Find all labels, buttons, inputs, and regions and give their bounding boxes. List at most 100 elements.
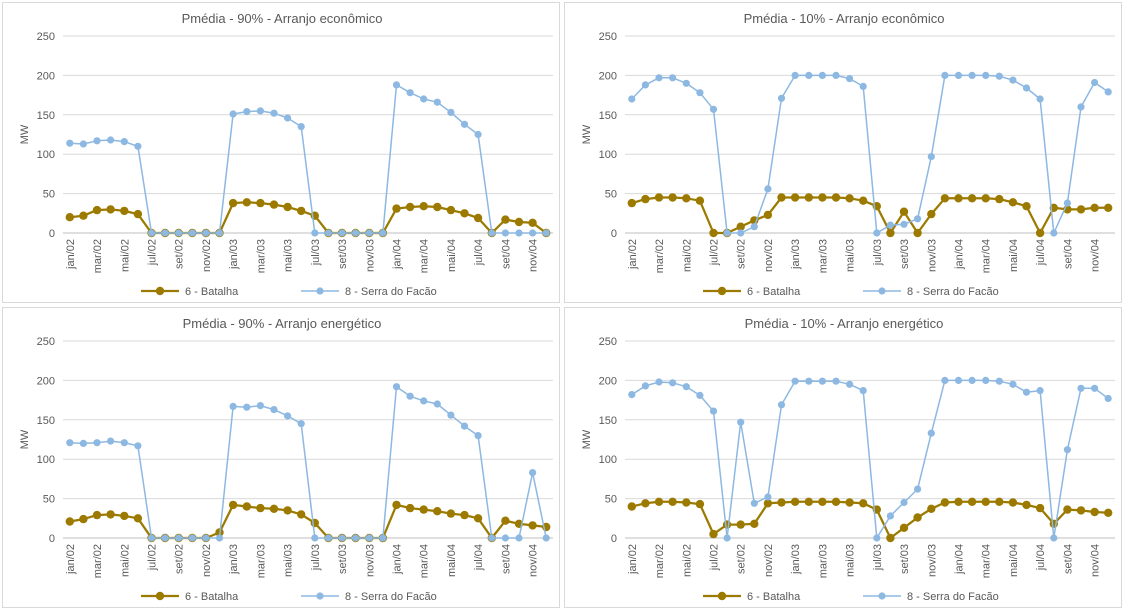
data-point xyxy=(628,95,635,102)
data-point xyxy=(846,75,853,82)
data-point xyxy=(818,193,826,201)
data-point xyxy=(298,420,305,427)
x-tick-label: set/02 xyxy=(736,544,748,574)
data-point xyxy=(642,382,649,389)
chart-svg: Pmédia - 90% - Arranjo energético0501001… xyxy=(3,308,561,609)
data-point xyxy=(93,439,100,446)
data-point xyxy=(134,143,141,150)
data-point xyxy=(93,206,101,214)
data-point xyxy=(927,210,935,218)
data-point xyxy=(996,378,1003,385)
legend-marker xyxy=(156,287,164,295)
chart-panel-economico-90: Pmédia - 90% - Arranjo econômico 0 50 100 15… xyxy=(2,2,560,303)
data-point xyxy=(737,520,745,528)
data-point xyxy=(832,498,840,506)
chart-title: Pmédia - 10% - Arranjo energético xyxy=(745,316,944,331)
data-point xyxy=(724,229,731,236)
data-point xyxy=(202,229,209,236)
data-point xyxy=(668,498,676,506)
data-point xyxy=(243,404,250,411)
data-point xyxy=(1105,88,1112,95)
data-point xyxy=(189,534,196,541)
data-point xyxy=(502,229,509,236)
y-axis-label: MW xyxy=(19,429,31,449)
data-point xyxy=(392,204,400,212)
data-point xyxy=(379,534,386,541)
series-line-batalha xyxy=(70,505,546,538)
data-point xyxy=(543,534,550,541)
series-line-serra-do-facao xyxy=(70,387,546,538)
x-tick-label: nov/02 xyxy=(201,544,213,577)
data-point xyxy=(982,72,989,79)
x-tick-label: jul/02 xyxy=(708,544,720,571)
data-point xyxy=(216,534,223,541)
data-point xyxy=(79,515,87,523)
data-point xyxy=(338,534,345,541)
data-point xyxy=(710,408,717,415)
data-point xyxy=(501,215,509,223)
data-point xyxy=(710,106,717,113)
data-point xyxy=(682,194,690,202)
x-tick-label: jan/04 xyxy=(953,544,965,575)
data-point xyxy=(93,511,101,519)
data-point xyxy=(819,378,826,385)
x-tick-label: jul/04 xyxy=(1035,239,1047,266)
data-point xyxy=(528,219,536,227)
x-tick-label: mai/03 xyxy=(845,239,857,272)
data-point xyxy=(283,203,291,211)
x-tick-label: nov/04 xyxy=(528,239,540,272)
data-point xyxy=(764,185,771,192)
y-tick-label: 150 xyxy=(599,415,617,427)
x-tick-label: mar/04 xyxy=(419,544,431,578)
data-point xyxy=(1063,505,1071,513)
data-point xyxy=(778,401,785,408)
data-point xyxy=(764,493,771,500)
data-point xyxy=(709,530,717,538)
data-point xyxy=(66,517,74,525)
data-point xyxy=(954,194,962,202)
chart-title: Pmédia - 90% - Arranjo econômico xyxy=(182,11,383,26)
legend-label: 6 - Batalha xyxy=(185,286,239,298)
data-point xyxy=(202,534,209,541)
data-point xyxy=(366,534,373,541)
data-point xyxy=(669,379,676,386)
data-point xyxy=(120,207,128,215)
data-point xyxy=(162,534,169,541)
x-tick-label: nov/04 xyxy=(1090,239,1102,272)
data-point xyxy=(941,194,949,202)
data-point xyxy=(792,72,799,79)
x-tick-label: set/04 xyxy=(500,544,512,574)
data-point xyxy=(927,505,935,513)
x-tick-label: nov/03 xyxy=(364,544,376,577)
x-tick-label: jan/04 xyxy=(391,239,403,270)
data-point xyxy=(873,229,880,236)
x-tick-label: jan/02 xyxy=(65,544,77,575)
data-point xyxy=(1050,534,1057,541)
chart-svg: Pmédia - 90% - Arranjo econômico 0 50 100 15… xyxy=(3,3,561,304)
data-point xyxy=(488,534,495,541)
data-point xyxy=(80,440,87,447)
data-point xyxy=(433,507,441,515)
data-point xyxy=(515,229,522,236)
y-tick-label: 50 xyxy=(605,494,617,506)
data-point xyxy=(447,109,454,116)
data-point xyxy=(832,378,839,385)
data-point xyxy=(189,229,196,236)
data-point xyxy=(501,517,509,525)
legend-label: 6 - Batalha xyxy=(747,591,801,603)
data-point xyxy=(696,197,704,205)
data-point xyxy=(941,377,948,384)
data-point xyxy=(995,498,1003,506)
data-point xyxy=(216,229,223,236)
data-point xyxy=(1022,202,1030,210)
data-point xyxy=(668,193,676,201)
data-point xyxy=(791,498,799,506)
data-point xyxy=(80,140,87,147)
data-point xyxy=(270,406,277,413)
x-tick-label: set/03 xyxy=(337,239,349,269)
data-point xyxy=(107,136,114,143)
data-point xyxy=(1091,79,1098,86)
y-tick-label: 200 xyxy=(37,375,55,387)
data-point xyxy=(270,505,278,513)
data-point xyxy=(982,498,990,506)
